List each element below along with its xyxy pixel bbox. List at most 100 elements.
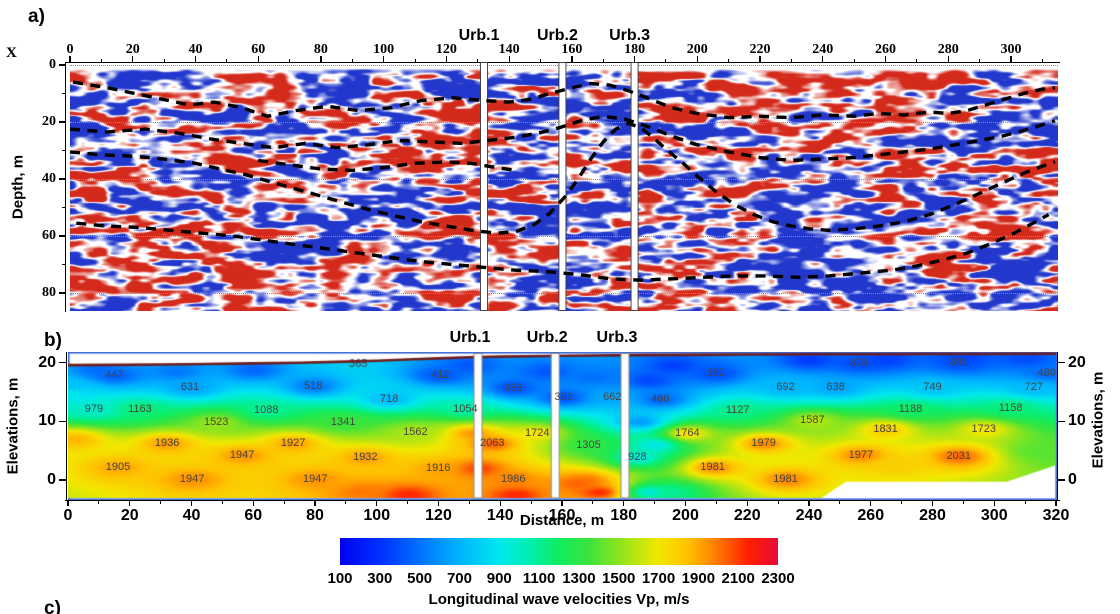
x-minor-tick xyxy=(665,58,667,62)
colorbar-tick-label: 1700 xyxy=(641,570,676,587)
x-minor-tick xyxy=(1041,58,1043,62)
velocity-value: 1188 xyxy=(898,402,923,415)
velocity-value: 1562 xyxy=(403,425,428,438)
x-tick xyxy=(499,500,501,506)
velocity-value: 378 xyxy=(849,357,868,370)
depth-gridline xyxy=(70,236,1058,237)
y-minor-tick xyxy=(62,93,65,94)
velocity-value: 1163 xyxy=(128,402,152,415)
depth-gridline xyxy=(70,293,1058,294)
velocity-value: 1932 xyxy=(353,451,378,464)
velocity-value: 388 xyxy=(504,381,523,394)
velocity-value: 391 xyxy=(554,391,573,404)
x-tick-label: 260 xyxy=(874,42,896,57)
y-tick xyxy=(59,121,65,123)
panel-a-depth-axis-label: Depth, m xyxy=(9,154,27,220)
velocity-value: 1831 xyxy=(873,422,898,435)
y-tick-label-right: 0 xyxy=(1068,471,1077,488)
x-minor-tick xyxy=(916,58,918,62)
x-tick xyxy=(383,56,385,62)
velocity-value: 391 xyxy=(949,355,968,368)
borehole-label-Urb.2: Urb.2 xyxy=(536,27,578,44)
x-tick-label: 80 xyxy=(313,42,328,57)
y-tick xyxy=(59,178,65,180)
x-tick xyxy=(870,500,872,506)
velocity-value: 749 xyxy=(923,381,942,394)
x-minor-tick xyxy=(715,500,717,504)
x-tick-label: 40 xyxy=(182,507,201,524)
x-minor-tick xyxy=(221,500,223,504)
x-tick-label: 40 xyxy=(188,42,203,57)
y-tick-label-left: 20 xyxy=(38,353,56,371)
velocity-value: 1947 xyxy=(303,472,328,485)
depth-gridline xyxy=(70,122,1058,123)
x-tick xyxy=(571,56,573,62)
x-tick-label: 160 xyxy=(561,42,583,57)
colorbar-caption: Longitudinal wave velocities Vp, m/s xyxy=(428,591,690,608)
y-tick-label: 80 xyxy=(42,285,56,300)
x-minor-tick xyxy=(777,500,779,504)
x-minor-tick xyxy=(728,58,730,62)
panel-b-elevations-label-left: Elevations, m xyxy=(4,377,22,475)
colorbar-tick-label: 1900 xyxy=(681,570,716,587)
x-minor-tick xyxy=(468,500,470,504)
x-tick-label: 20 xyxy=(120,507,139,524)
velocity-value: 1979 xyxy=(751,436,776,449)
x-minor-tick xyxy=(414,58,416,62)
velocity-value: 1916 xyxy=(425,462,451,475)
y-tick-label-left: 0 xyxy=(47,471,56,488)
y-tick-label: 0 xyxy=(49,57,56,72)
x-tick-label: 240 xyxy=(812,42,834,57)
x-tick xyxy=(884,56,887,62)
velocity-value: 1127 xyxy=(725,404,750,417)
x-tick-label: 100 xyxy=(363,507,391,524)
x-minor-tick xyxy=(283,500,285,504)
panel-a-left-axis-line xyxy=(65,61,67,312)
velocity-value: 1587 xyxy=(800,414,825,427)
x-tick xyxy=(931,500,934,506)
panel-a-top-axis-line xyxy=(65,61,1060,63)
colorbar-tick-label: 1500 xyxy=(602,570,636,587)
x-minor-tick xyxy=(163,58,165,62)
x-tick-label: 300 xyxy=(980,507,1008,524)
x-minor-tick xyxy=(790,58,792,62)
colorbar-tick-label: 300 xyxy=(367,570,393,587)
x-tick xyxy=(1010,56,1012,62)
y-tick xyxy=(59,292,65,294)
velocity-value: 460 xyxy=(651,392,670,405)
x-tick-label: 0 xyxy=(63,507,73,524)
x-tick xyxy=(561,500,563,506)
x-tick-label: 220 xyxy=(749,42,771,57)
borehole-label-Urb.3: Urb.3 xyxy=(596,329,638,346)
depth-gridline xyxy=(70,179,1058,180)
velocity-value: 692 xyxy=(776,381,795,394)
velocity-value: 638 xyxy=(826,381,845,394)
x-tick xyxy=(190,500,193,506)
x-tick xyxy=(822,56,824,62)
x-tick-label: 240 xyxy=(795,507,823,524)
x-tick xyxy=(252,500,254,506)
x-minor-tick xyxy=(100,58,102,62)
velocity-value: 1905 xyxy=(105,461,131,474)
borehole-label-Urb.1: Urb.1 xyxy=(449,329,491,346)
x-tick xyxy=(1055,500,1057,506)
x-tick xyxy=(623,500,625,506)
velocity-value: 1054 xyxy=(453,402,478,415)
y-tick-label-right: 20 xyxy=(1068,353,1086,371)
velocity-value: 1764 xyxy=(675,427,700,439)
x-minor-tick xyxy=(539,58,541,62)
x-tick-label: 0 xyxy=(66,42,74,57)
panel-a-x-axis-label: X xyxy=(6,45,17,61)
y-tick-right xyxy=(1058,479,1065,481)
x-tick-label: 20 xyxy=(125,42,140,57)
velocity-value: 412 xyxy=(431,368,450,381)
x-tick-label: 260 xyxy=(857,507,885,524)
x-minor-tick xyxy=(979,58,981,62)
x-tick xyxy=(132,56,134,62)
x-tick xyxy=(759,56,761,62)
velocity-value: 662 xyxy=(603,391,622,404)
x-tick xyxy=(257,56,259,62)
y-minor-tick xyxy=(62,264,65,265)
x-minor-tick xyxy=(98,500,100,504)
